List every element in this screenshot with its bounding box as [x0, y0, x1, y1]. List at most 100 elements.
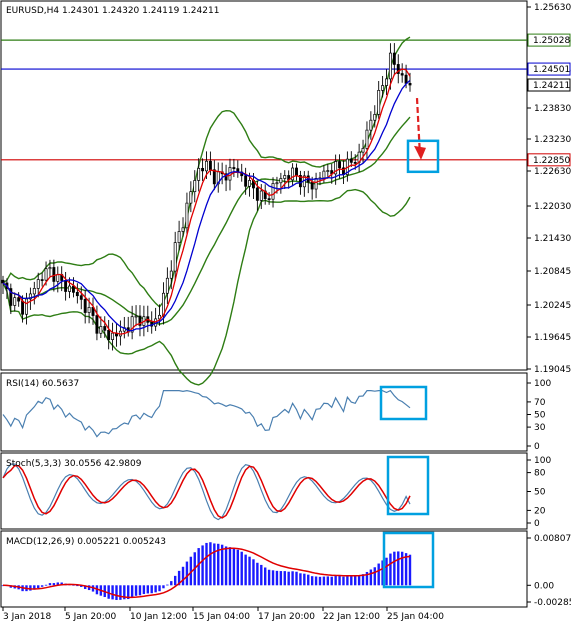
rsi-highlight-box	[379, 385, 428, 421]
macd-bar	[130, 585, 134, 598]
candle-body	[232, 167, 236, 170]
stoch-tick-label: 20	[534, 506, 546, 516]
candle-body	[87, 307, 91, 313]
candle-body	[338, 161, 342, 169]
stoch-tick-label: 100	[534, 456, 551, 466]
rsi-tick-label: 70	[534, 398, 546, 408]
stoch-signal-line	[2, 464, 411, 519]
macd-bar	[236, 549, 240, 586]
candle-body	[396, 64, 400, 74]
candle-body	[205, 160, 208, 172]
macd-bar	[381, 560, 384, 586]
macd-bar	[107, 585, 110, 599]
macd-bar	[217, 543, 220, 586]
candle-body	[36, 279, 40, 289]
candle-body	[189, 191, 193, 204]
rsi-line	[2, 389, 411, 438]
macd-bar	[326, 576, 330, 586]
candle-body	[64, 280, 68, 292]
macd-bar	[177, 570, 181, 586]
macd-highlight-box	[382, 531, 435, 589]
candle-body	[68, 285, 71, 292]
candle-body	[408, 83, 412, 86]
candle-body	[298, 175, 302, 188]
current-price-tag-box	[527, 78, 571, 92]
candle-body	[130, 316, 134, 333]
macd-bar	[342, 576, 345, 586]
macd-bar	[389, 553, 392, 586]
bollinger-lower	[2, 188, 411, 386]
macd-bar	[310, 576, 314, 586]
candle-body	[165, 277, 169, 294]
macd-bar	[83, 585, 87, 589]
chart-header: EURUSD,H4 1.24301 1.24320 1.24119 1.2421…	[6, 6, 219, 16]
macd-bar	[232, 548, 236, 586]
candle-body	[310, 181, 314, 190]
price-tick-label: 1.21430	[534, 234, 571, 244]
rsi-tick-label: 100	[534, 379, 551, 389]
candle-body	[373, 114, 377, 121]
macd-bar	[338, 575, 341, 586]
macd-bar	[248, 556, 251, 586]
stoch-main-line	[2, 463, 411, 521]
macd-bar	[334, 575, 337, 586]
macd-panel-frame	[0, 530, 528, 608]
price-tick-label: 1.20245	[534, 301, 571, 311]
macd-bar	[60, 582, 63, 586]
candle-body	[283, 175, 287, 179]
macd-bar	[134, 585, 138, 596]
candle-body	[314, 178, 318, 190]
price-tick-label: 1.25630	[534, 3, 571, 13]
candle-body	[44, 268, 48, 281]
macd-bar	[346, 575, 349, 586]
macd-bar	[318, 576, 322, 586]
candle-body	[99, 326, 103, 334]
candle-body	[388, 52, 392, 80]
macd-bar	[393, 551, 396, 586]
level-green-tag: 1.25028	[533, 36, 570, 46]
candle-body	[138, 315, 142, 326]
candle-body	[197, 167, 201, 181]
candle-body	[244, 175, 248, 187]
candle-body	[181, 227, 185, 232]
candle-body	[365, 129, 369, 149]
price-panel-frame	[0, 0, 528, 371]
macd-bar	[154, 585, 157, 593]
macd-bar	[87, 585, 91, 591]
macd-bar	[119, 585, 122, 600]
macd-bar	[408, 554, 412, 586]
macd-bar	[76, 585, 79, 587]
candle-body	[275, 182, 279, 185]
macd-bar	[404, 553, 408, 586]
candle-body	[400, 73, 404, 76]
candle-body	[52, 267, 56, 282]
macd-bar	[271, 570, 275, 586]
macd-bar	[40, 585, 44, 587]
forecast-arrow	[415, 97, 422, 156]
level-red-tag: 1.22850	[533, 156, 570, 166]
time-tick-label: 17 Jan 20:00	[258, 612, 315, 622]
rsi-panel-frame	[0, 372, 528, 452]
macd-bar	[37, 585, 40, 589]
macd-bar	[48, 583, 52, 586]
macd-bar	[275, 570, 279, 586]
time-tick-label: 3 Jan 2018	[3, 612, 51, 622]
macd-bar	[252, 559, 255, 586]
macd-bar	[377, 563, 380, 586]
macd-bar	[267, 569, 271, 586]
candle-body	[208, 160, 212, 171]
candle-body	[75, 291, 79, 297]
macd-bar	[162, 585, 165, 589]
candle-body	[279, 178, 283, 184]
macd-bar	[279, 571, 283, 586]
macd-bar	[295, 571, 298, 586]
ma-slow-line	[2, 79, 411, 332]
macd-bar	[189, 556, 193, 586]
current-price-tag: 1.24211	[533, 81, 570, 91]
macd-bar	[291, 571, 294, 586]
rsi-title: RSI(14) 60.5637	[6, 379, 79, 389]
macd-bar	[213, 543, 216, 586]
macd-bar	[111, 585, 114, 600]
stoch-tick-label: 50	[534, 488, 546, 498]
